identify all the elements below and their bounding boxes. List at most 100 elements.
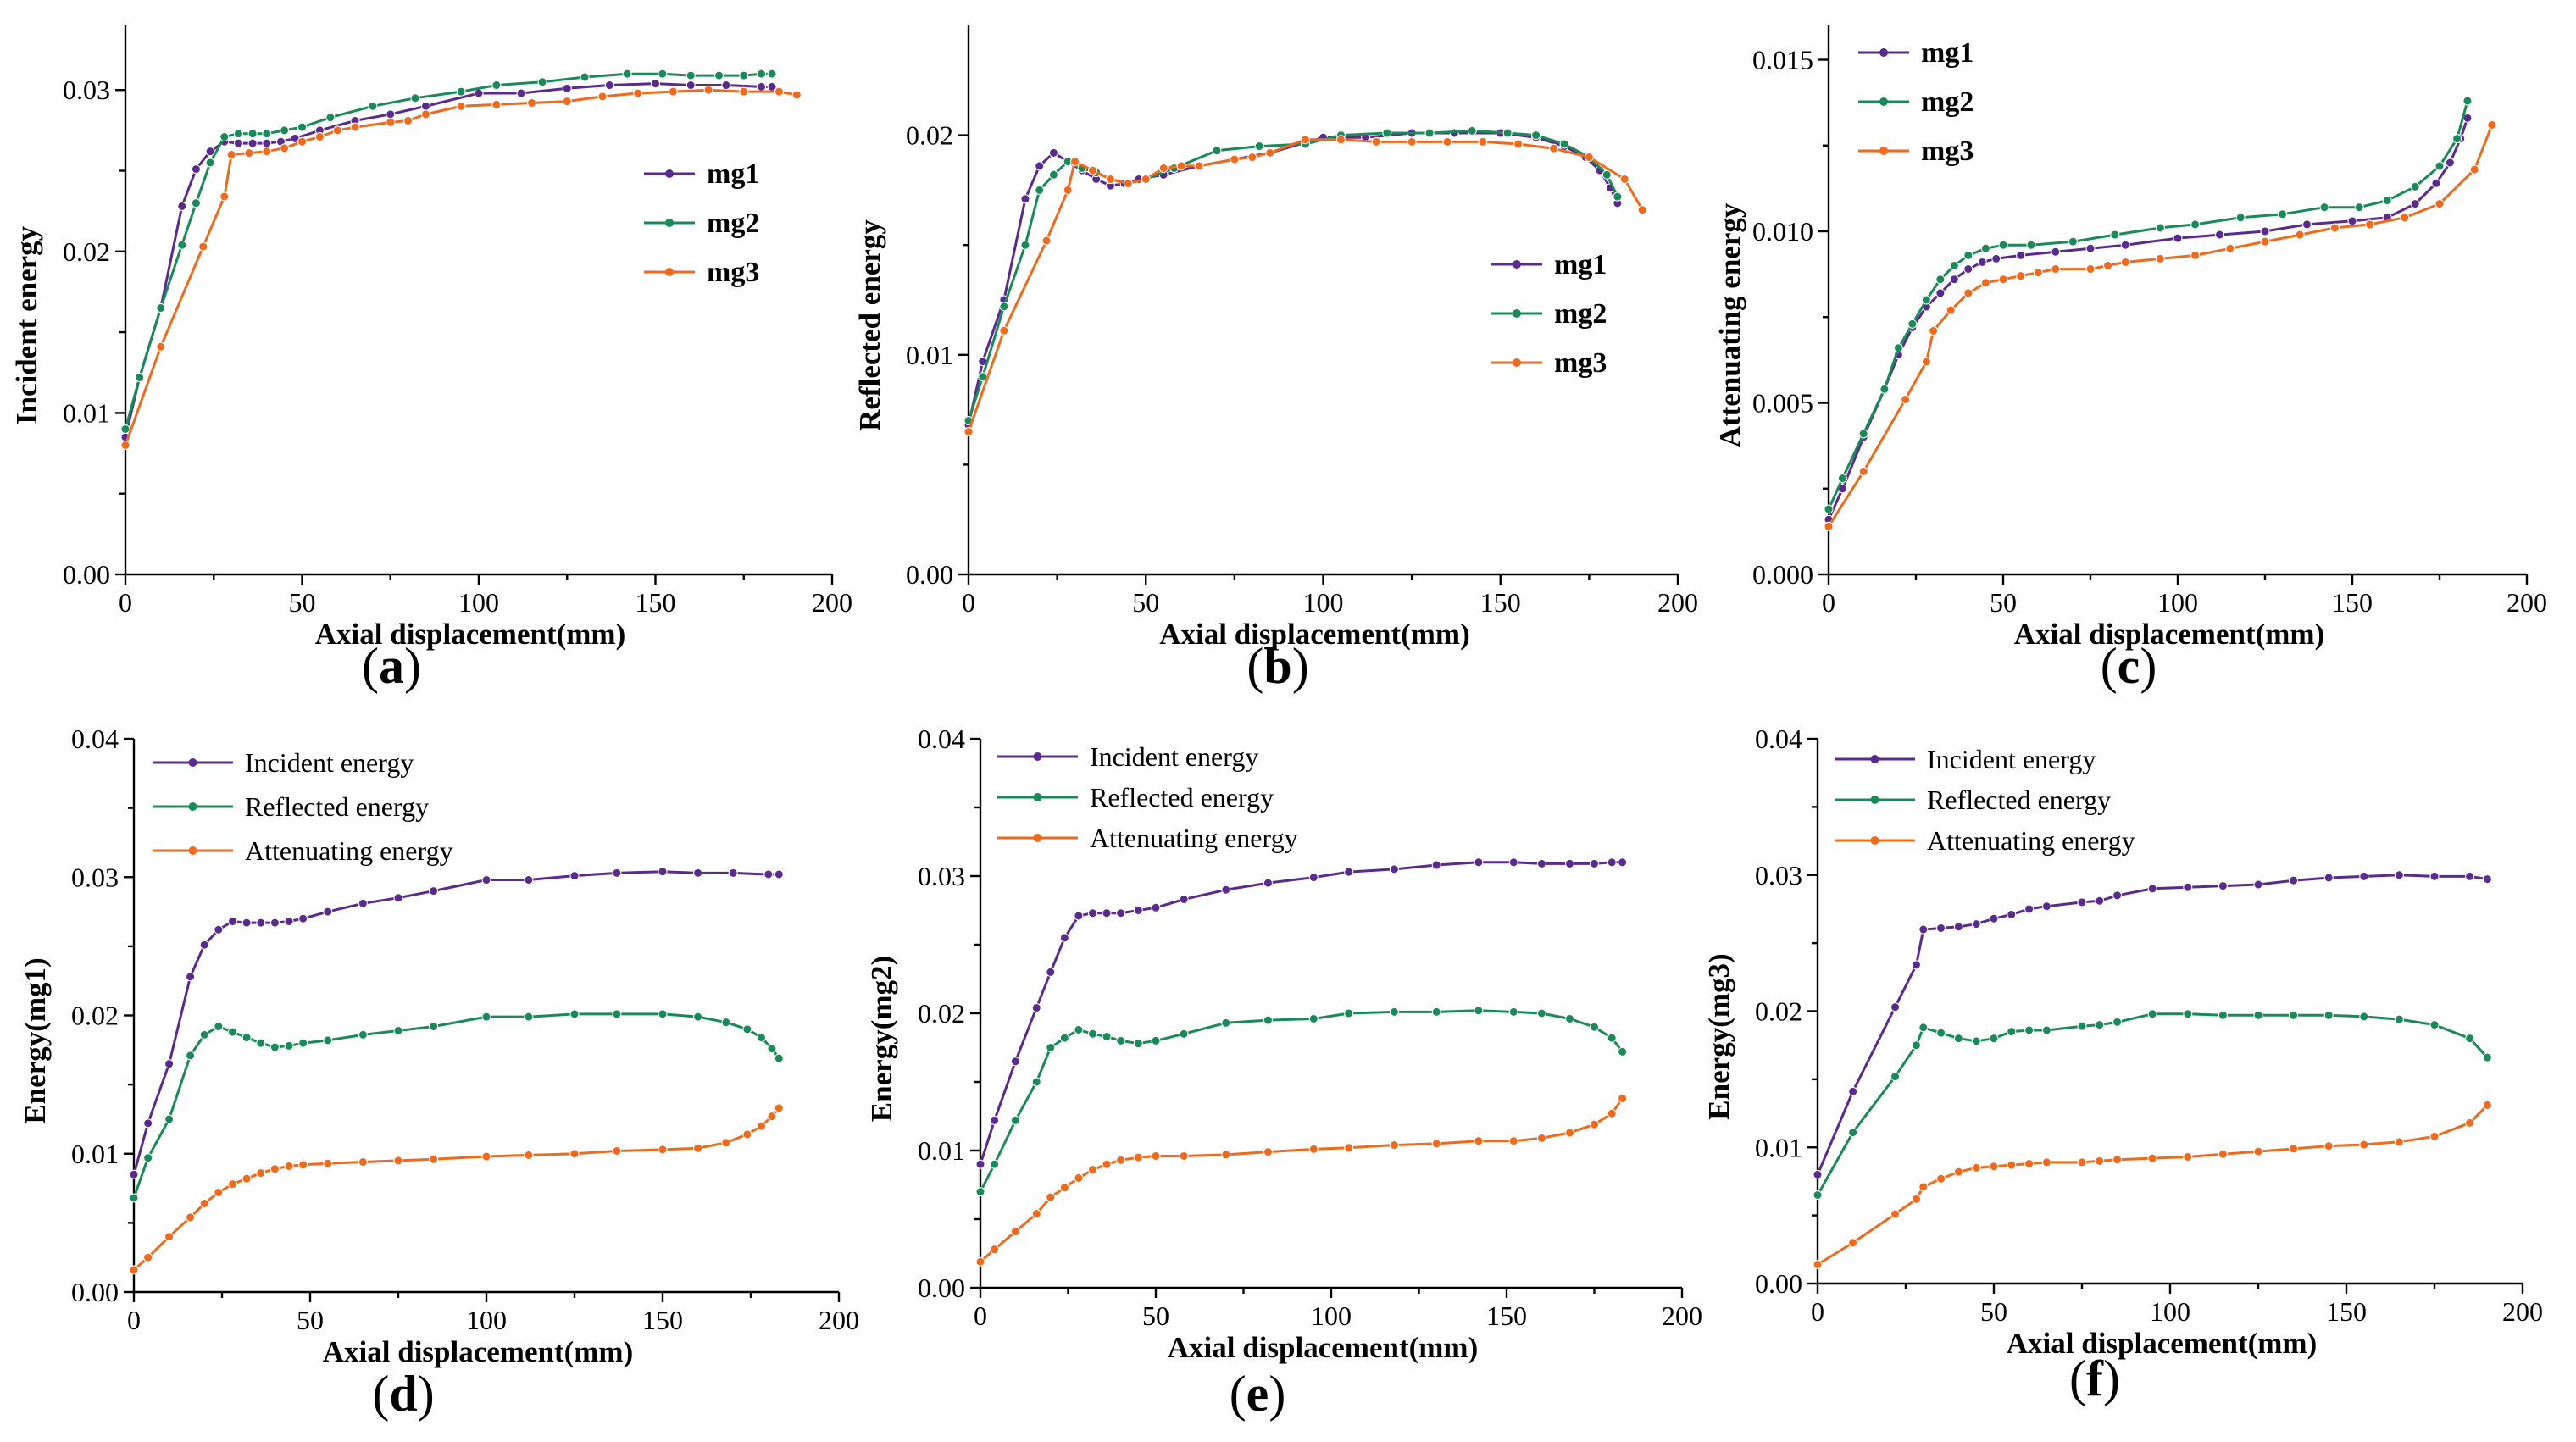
series-line bbox=[1817, 1104, 2489, 1266]
series-mg1 bbox=[120, 79, 777, 442]
data-point bbox=[2260, 226, 2270, 236]
data-point bbox=[191, 198, 201, 208]
data-point bbox=[612, 868, 622, 878]
data-point bbox=[420, 101, 430, 111]
y-axis-title: Attenuating energy bbox=[1713, 202, 1746, 447]
data-point bbox=[129, 1169, 139, 1179]
data-point bbox=[742, 1129, 752, 1140]
data-point bbox=[693, 1012, 703, 1022]
series-mg1 bbox=[963, 128, 1623, 430]
legend-marker bbox=[188, 802, 197, 811]
data-point bbox=[2155, 253, 2165, 263]
data-point bbox=[1151, 1151, 1161, 1161]
series-attenuating-energy bbox=[975, 1093, 1628, 1267]
data-point bbox=[429, 1022, 439, 1032]
legend-marker bbox=[1033, 834, 1042, 842]
data-point bbox=[1824, 504, 1834, 514]
y-tick-label: 0.03 bbox=[63, 75, 110, 105]
data-point bbox=[420, 109, 430, 119]
series-mg3 bbox=[963, 135, 1647, 437]
legend-label: Attenuating energy bbox=[245, 835, 453, 866]
data-point bbox=[2289, 1144, 2299, 1154]
y-tick-label: 0.03 bbox=[1755, 860, 1802, 890]
data-point bbox=[658, 1009, 668, 1019]
series-line bbox=[967, 131, 1619, 426]
data-point bbox=[2026, 240, 2036, 250]
legend-label: Reflected energy bbox=[245, 791, 429, 822]
data-point bbox=[280, 143, 290, 153]
data-point bbox=[410, 93, 420, 103]
legend-marker bbox=[1513, 260, 1521, 269]
data-point bbox=[1265, 147, 1275, 158]
data-point bbox=[516, 88, 526, 98]
data-point bbox=[763, 869, 774, 879]
data-point bbox=[2024, 1159, 2035, 1169]
data-point bbox=[2354, 202, 2364, 213]
chart-panel-d: 0 50 100 150 200 0.00 0.01 0.02 0.03 0.04 Axial di… bbox=[19, 724, 859, 1422]
data-point bbox=[2394, 870, 2404, 880]
series-mg2 bbox=[120, 69, 777, 434]
data-point bbox=[297, 136, 307, 147]
data-point bbox=[651, 79, 660, 89]
data-point bbox=[186, 1051, 196, 1061]
data-point bbox=[2024, 1025, 2035, 1035]
legend-entry: Attenuating energy bbox=[153, 835, 453, 866]
data-point bbox=[633, 88, 643, 98]
data-point bbox=[1613, 191, 1623, 202]
data-point bbox=[474, 88, 484, 98]
data-point bbox=[1335, 135, 1346, 145]
data-point bbox=[2429, 1131, 2440, 1141]
data-point bbox=[1344, 1143, 1354, 1153]
data-point bbox=[1407, 136, 1417, 147]
x-tick-label: 50 bbox=[1990, 587, 2017, 618]
data-point bbox=[1133, 1152, 1143, 1162]
data-point bbox=[1263, 1015, 1273, 1025]
series-line bbox=[133, 1106, 780, 1272]
data-point bbox=[2487, 119, 2497, 130]
data-point bbox=[1474, 1136, 1484, 1146]
data-point bbox=[1935, 275, 1946, 285]
data-point bbox=[2190, 219, 2201, 230]
data-point bbox=[1980, 243, 1990, 253]
data-point bbox=[2007, 909, 2017, 919]
data-point bbox=[1618, 1093, 1628, 1103]
data-point bbox=[1837, 474, 1847, 484]
data-point bbox=[1035, 185, 1045, 195]
data-point bbox=[1590, 1119, 1599, 1129]
data-point bbox=[358, 1029, 368, 1040]
data-point bbox=[1308, 873, 1319, 883]
data-point bbox=[1980, 278, 1990, 288]
data-point bbox=[1031, 1077, 1041, 1087]
data-point bbox=[1179, 895, 1189, 905]
y-tick-label: 0.00 bbox=[63, 559, 110, 590]
data-point bbox=[1508, 1136, 1518, 1146]
data-point bbox=[2359, 1140, 2369, 1150]
data-point bbox=[597, 92, 608, 102]
data-point bbox=[1046, 967, 1056, 977]
data-point bbox=[219, 132, 230, 142]
panel-letter: f bbox=[2086, 1350, 2104, 1406]
data-point bbox=[2095, 1156, 2105, 1166]
y-tick-label: 0.01 bbox=[71, 1139, 119, 1169]
series-mg1 bbox=[1824, 113, 2473, 524]
data-point bbox=[227, 1179, 237, 1190]
legend-marker bbox=[1870, 836, 1879, 845]
series-line bbox=[979, 861, 1623, 1165]
legend-entry: mg1 bbox=[644, 158, 759, 190]
series-mg3 bbox=[120, 85, 802, 451]
legend-entry: mg3 bbox=[644, 257, 759, 288]
data-point bbox=[1116, 1155, 1126, 1165]
data-point bbox=[1637, 205, 1647, 215]
data-point bbox=[1918, 1023, 1929, 1033]
data-point bbox=[1158, 163, 1169, 173]
data-point bbox=[1263, 878, 1273, 888]
chart-panel-e: 0 50 100 150 200 0.00 0.01 0.02 0.03 0.04 Axial di… bbox=[865, 724, 1702, 1422]
data-point bbox=[143, 1118, 153, 1129]
data-point bbox=[214, 1187, 224, 1197]
data-point bbox=[2295, 230, 2305, 240]
data-point bbox=[429, 886, 439, 896]
data-point bbox=[668, 86, 678, 97]
data-point bbox=[2323, 1141, 2334, 1151]
data-point bbox=[2095, 1020, 2105, 1030]
x-tick-label: 0 bbox=[1811, 1296, 1824, 1327]
